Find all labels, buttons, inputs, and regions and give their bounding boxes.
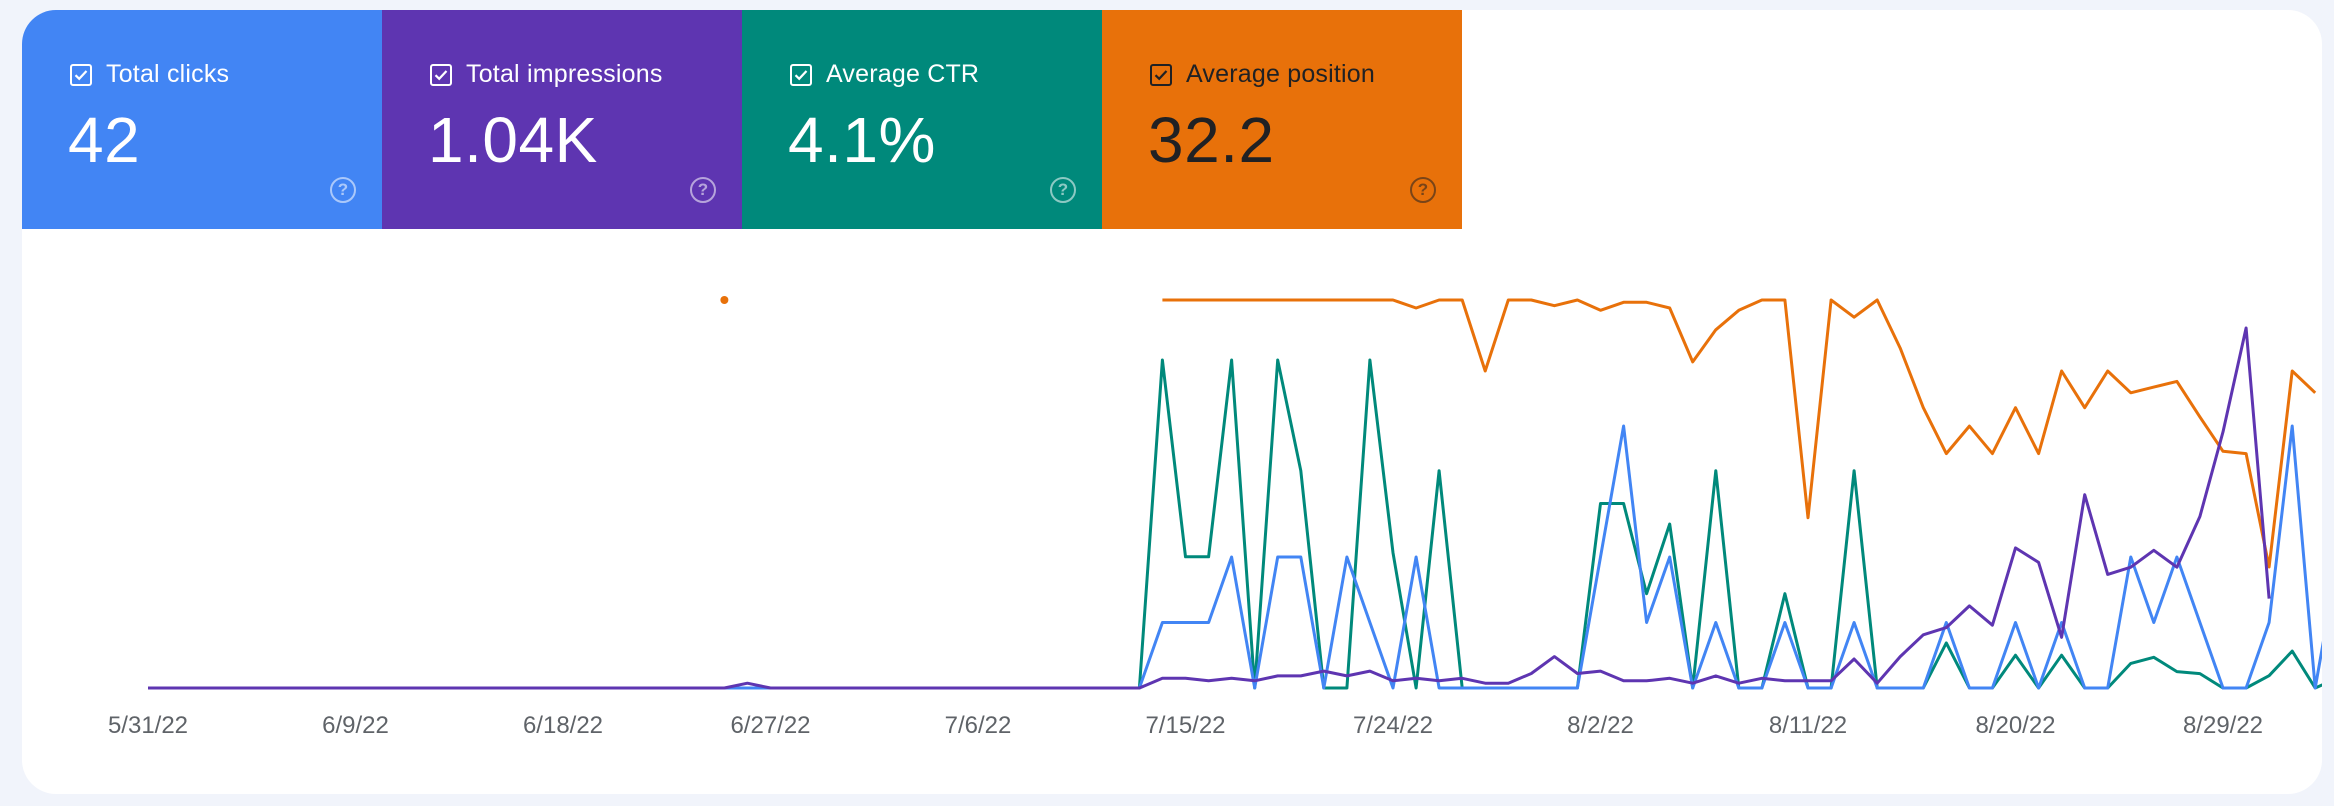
x-tick-label: 8/11/22 [1769,712,1847,739]
metric-tiles: Total clicks 42? Total impressions 1.04K? Av… [22,10,1462,229]
checkbox-checked-icon[interactable] [790,63,812,86]
metric-label: Average CTR [826,60,980,88]
metric-value: 1.04K [428,104,598,176]
series-line-average-position[interactable] [1162,298,2317,569]
metric-tile-average-ctr[interactable]: Average CTR 4.1%? [742,10,1102,229]
x-tick-label: 8/20/22 [1975,712,2055,739]
series-line-total-clicks[interactable] [148,424,2322,690]
x-tick-label: 8/29/22 [2183,712,2263,739]
metric-value: 42 [68,104,141,176]
metric-label: Average position [1186,60,1375,88]
metric-value: 4.1% [788,104,936,176]
metric-label: Total impressions [466,60,663,88]
checkbox-checked-icon[interactable] [430,63,452,86]
checkbox-checked-icon[interactable] [1150,63,1172,86]
help-icon[interactable]: ? [330,177,356,203]
help-icon[interactable]: ? [1050,177,1076,203]
performance-card: Total clicks 42? Total impressions 1.04K? Av… [22,10,2322,794]
x-tick-label: 6/9/22 [322,712,389,739]
metric-tile-total-clicks[interactable]: Total clicks 42? [22,10,382,229]
x-tick-label: 8/2/22 [1567,712,1634,739]
x-tick-label: 7/6/22 [945,712,1012,739]
x-tick-label: 7/24/22 [1353,712,1433,739]
checkbox-checked-icon[interactable] [70,63,92,86]
metric-tile-header: Total impressions [430,60,663,89]
performance-line-chart: 5/31/22 6/9/22 6/18/22 6/27/22 7/6/22 7/15/22… [108,296,2322,739]
x-tick-label: 7/15/22 [1145,712,1225,739]
x-tick-label: 6/18/22 [523,712,603,739]
series-point-average-position[interactable] [720,296,729,304]
metric-tile-header: Total clicks [70,60,229,89]
help-icon[interactable]: ? [690,177,716,203]
x-tick-label: 6/27/22 [730,712,810,739]
x-tick-label: 5/31/22 [108,712,188,739]
metric-value: 32.2 [1148,104,1275,176]
help-icon[interactable]: ? [1410,177,1436,203]
metric-tile-total-impressions[interactable]: Total impressions 1.04K? [382,10,742,229]
metric-tile-header: Average CTR [790,60,979,89]
series-line-average-ctr[interactable] [148,358,2322,690]
metric-tile-average-position[interactable]: Average position 32.2? [1102,10,1462,229]
series-line-total-impressions[interactable] [148,326,2271,690]
metric-tile-header: Average position [1150,60,1375,89]
metric-label: Total clicks [106,60,230,88]
